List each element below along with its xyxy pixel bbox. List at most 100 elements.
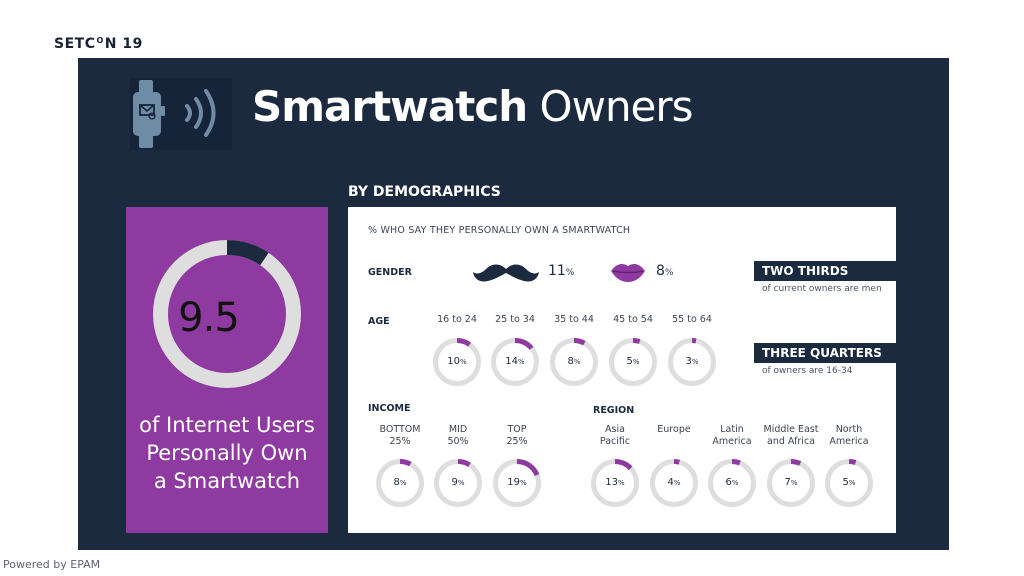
- setcon-logo: SETCON 19: [54, 36, 143, 52]
- region-item-label: Asia Pacific: [583, 424, 647, 448]
- region-item-label-line-1: Latin: [720, 424, 744, 435]
- logo-mark: O: [96, 36, 104, 45]
- income-item-ring-arc: [399, 459, 412, 467]
- demographics-title: BY DEMOGRAPHICS: [348, 184, 501, 200]
- age-item-ring: [668, 338, 716, 386]
- headline-ring-arc: [226, 240, 269, 266]
- income-item-label-line-1: TOP: [507, 424, 527, 435]
- age-item-ring: [609, 338, 657, 386]
- region-item-number: 4: [667, 477, 674, 488]
- region-item-value: 7%: [766, 477, 816, 488]
- region-item-ring-arc: [673, 459, 680, 465]
- region-item-value: 6%: [707, 477, 757, 488]
- age-item-ring: [491, 338, 539, 386]
- income-item-ring-arc: [516, 459, 540, 477]
- gender-male-symbol: %: [565, 268, 575, 278]
- gender-female-symbol: %: [664, 268, 674, 278]
- age-item-number: 14: [505, 356, 519, 367]
- income-item-symbol: %: [520, 479, 527, 487]
- region-item-label: Latin America: [700, 424, 764, 448]
- region-item-symbol: %: [848, 479, 856, 487]
- headline-value: 9.5%: [126, 295, 328, 341]
- income-item-ring: [376, 459, 424, 507]
- age-item-ring: [433, 338, 481, 386]
- logo-text-left: SETC: [54, 36, 96, 52]
- headline-panel: 9.5% of Internet Users Personally Own a …: [126, 207, 328, 533]
- region-item-number: 13: [605, 477, 619, 488]
- income-item-ring-arc: [457, 459, 471, 468]
- region-item-label-line-1: North: [835, 424, 863, 435]
- mustache-icon: [473, 264, 539, 282]
- age-item-label: 45 to 54: [613, 314, 653, 325]
- region-item-ring-arc: [731, 459, 741, 466]
- gender-male-value: 11%: [548, 263, 574, 279]
- region-label: REGION: [593, 405, 635, 416]
- region-item-symbol: %: [790, 479, 798, 487]
- headline-caption-line-3: a Smartwatch: [153, 469, 301, 493]
- gender-female-number: 8: [656, 263, 665, 279]
- age-item-ring-arc: [573, 338, 586, 346]
- region-item-value: 4%: [649, 477, 699, 488]
- age-item-number: 8: [567, 356, 574, 367]
- age-item-symbol: %: [632, 358, 640, 366]
- income-label: INCOME: [368, 403, 411, 414]
- age-label: AGE: [368, 316, 390, 327]
- region-item-ring: [708, 459, 756, 507]
- income-item-symbol: %: [399, 479, 407, 487]
- headline-caption: of Internet Users Personally Own a Smart…: [126, 411, 328, 495]
- region-item-symbol: %: [618, 479, 625, 487]
- region-item-label: Europe: [642, 424, 706, 436]
- region-item-label-line-2: America: [829, 436, 869, 447]
- income-item-number: 8: [393, 477, 400, 488]
- age-item-ring-arc: [514, 338, 534, 351]
- region-item-value: 13%: [590, 477, 640, 488]
- region-item-label: Middle East and Africa: [759, 424, 823, 448]
- headline-ring: [153, 240, 301, 388]
- age-item-number: 3: [685, 356, 692, 367]
- income-item-label: TOP 25%: [485, 424, 549, 448]
- age-item-value: 10%: [432, 356, 482, 367]
- headline-caption-line-1: of Internet Users: [139, 413, 315, 437]
- age-item-label: 35 to 44: [554, 314, 594, 325]
- callout-two-thirds: TWO THIRDS of current owners are men: [754, 261, 898, 297]
- callout-three-quarters-title: THREE QUARTERS: [754, 343, 898, 363]
- region-item-number: 7: [784, 477, 791, 488]
- gender-female-value: 8%: [656, 263, 673, 279]
- income-item-label-line-2: 25%: [389, 436, 411, 447]
- gender-label: GENDER: [368, 267, 412, 278]
- page-title: Smartwatch Owners: [252, 82, 694, 131]
- income-item-label-line-2: 25%: [506, 436, 528, 447]
- income-item-label: MID 50%: [426, 424, 490, 448]
- callout-two-thirds-note: of current owners are men: [762, 284, 882, 294]
- age-item-label: 55 to 64: [672, 314, 712, 325]
- income-item-value: 19%: [492, 477, 542, 488]
- callout-three-quarters: THREE QUARTERS of owners are 16-34: [754, 343, 898, 379]
- age-item-symbol: %: [573, 358, 581, 366]
- age-item-label: 25 to 34: [495, 314, 535, 325]
- region-item-ring: [825, 459, 873, 507]
- region-item-ring: [650, 459, 698, 507]
- logo-text-right: N: [104, 36, 118, 52]
- headline-caption-line-2: Personally Own: [146, 441, 308, 465]
- demographics-subtitle: % WHO SAY THEY PERSONALLY OWN A SMARTWAT…: [368, 225, 631, 236]
- age-item-value: 3%: [667, 356, 717, 367]
- age-item-value: 8%: [549, 356, 599, 367]
- region-item-value: 5%: [824, 477, 874, 488]
- headline-number: 9.5: [178, 295, 240, 341]
- footer-text: Powered by EPAM: [3, 558, 101, 571]
- title-bold: Smartwatch: [252, 82, 528, 131]
- age-item-symbol: %: [691, 358, 699, 366]
- region-item-label-line-1: Europe: [657, 424, 691, 435]
- income-item-label: BOTTOM 25%: [368, 424, 432, 448]
- region-item-label-line-2: and Africa: [767, 436, 815, 447]
- age-item-number: 10: [447, 356, 461, 367]
- gender-male-number: 11: [548, 263, 566, 279]
- age-item-symbol: %: [460, 358, 467, 366]
- logo-year: 19: [122, 36, 143, 52]
- region-item-ring-arc: [848, 459, 857, 465]
- income-item-value: 9%: [433, 477, 483, 488]
- region-item-ring-arc: [614, 459, 633, 471]
- income-item-label-line-1: MID: [448, 424, 468, 435]
- region-item-label-line-2: Pacific: [599, 436, 631, 447]
